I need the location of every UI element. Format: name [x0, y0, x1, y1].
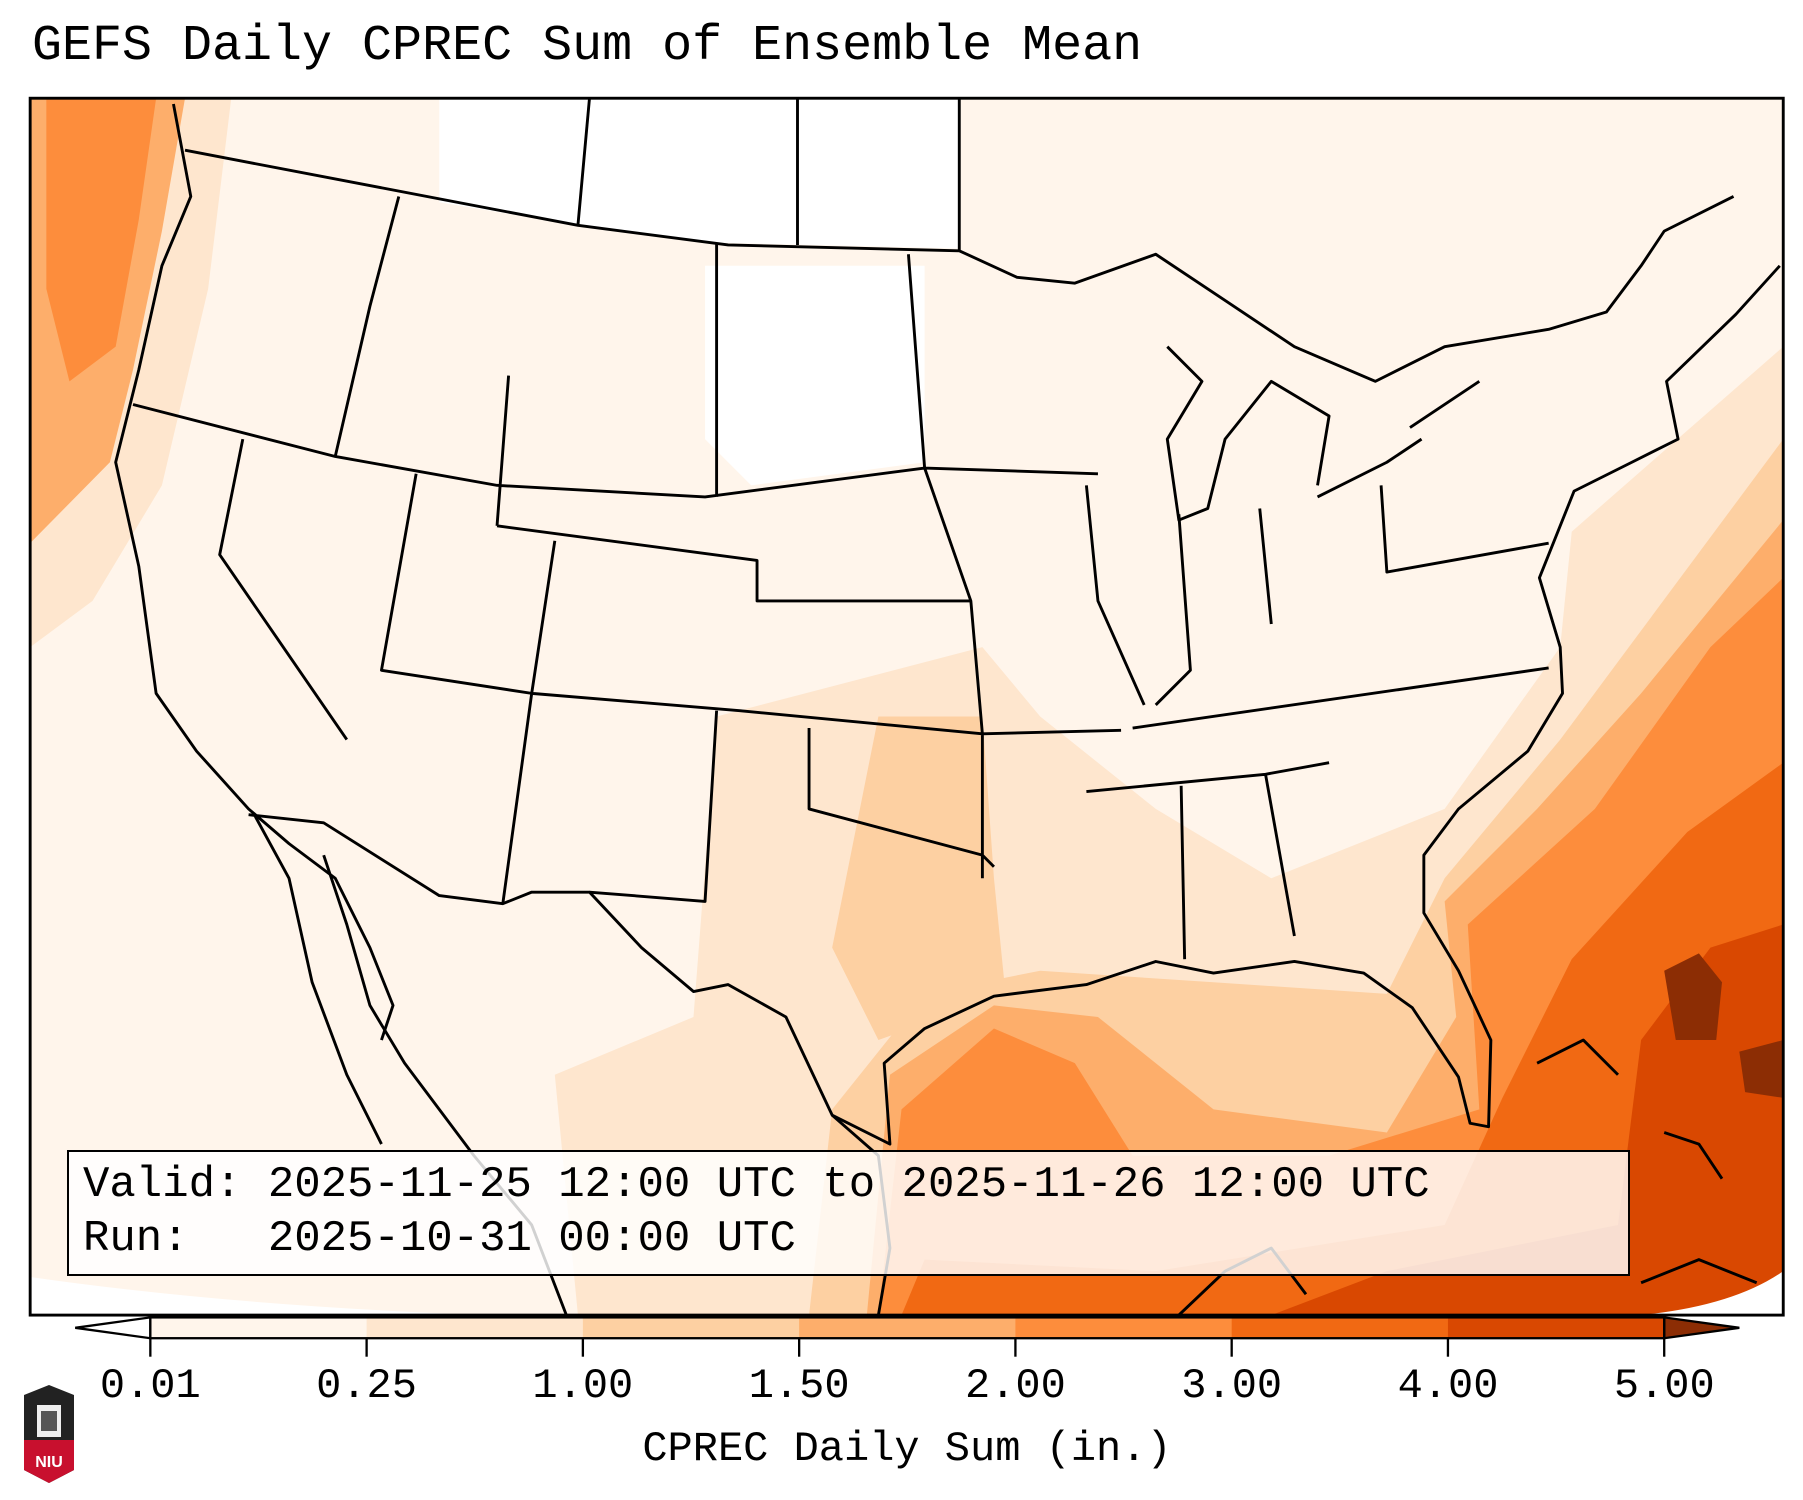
us-coastline: [114, 103, 1781, 1146]
colorbar-segment: [582, 1317, 800, 1339]
state-lines: [132, 98, 1549, 960]
precip-field: [30, 98, 1784, 1316]
colorbar-tick-label: 4.00: [1397, 1362, 1499, 1410]
colorbar-tick-label: 5.00: [1613, 1362, 1715, 1410]
colorbar: [75, 1316, 1740, 1357]
colorbar-segment: [1015, 1317, 1233, 1339]
run-time-text: Run: 2025-10-31 00:00 UTC: [83, 1214, 796, 1264]
colorbar-tick-label: 0.01: [99, 1362, 201, 1410]
valid-time-text: Valid: 2025-11-25 12:00 UTC to 2025-11-2…: [83, 1160, 1430, 1210]
colorbar-label: CPREC Daily Sum (in.): [642, 1425, 1172, 1473]
colorbar-segment: [1231, 1317, 1449, 1339]
colorbar-tick-label: 1.50: [748, 1362, 850, 1410]
valid-time-box: Valid: 2025-11-25 12:00 UTC to 2025-11-2…: [67, 1150, 1630, 1276]
colorbar-tick-label: 3.00: [1181, 1362, 1283, 1410]
colorbar-segment: [150, 1317, 368, 1339]
map-title: GEFS Daily CPREC Sum of Ensemble Mean: [32, 18, 1143, 75]
colorbar-tick-label: 0.25: [316, 1362, 417, 1410]
colorbar-segment: [799, 1317, 1016, 1339]
great-lakes: [1165, 345, 1481, 522]
colorbar-segment: [366, 1317, 584, 1339]
colorbar-segment: [1447, 1317, 1665, 1339]
colorbar-outline: [149, 1316, 1666, 1340]
coastlines-and-borders: [114, 98, 1781, 1316]
colorbar-tick-label: 1.00: [532, 1362, 634, 1410]
colorbar-tick-label: 2.00: [965, 1362, 1066, 1410]
svg-text:NIU: NIU: [35, 1454, 63, 1471]
colorbar-under-arrow: [75, 1316, 152, 1340]
canada-border: [184, 148, 1735, 383]
map-frame: [28, 96, 1785, 1317]
niu-logo: NIU: [24, 1385, 74, 1483]
colorbar-over-arrow: [1663, 1316, 1740, 1340]
